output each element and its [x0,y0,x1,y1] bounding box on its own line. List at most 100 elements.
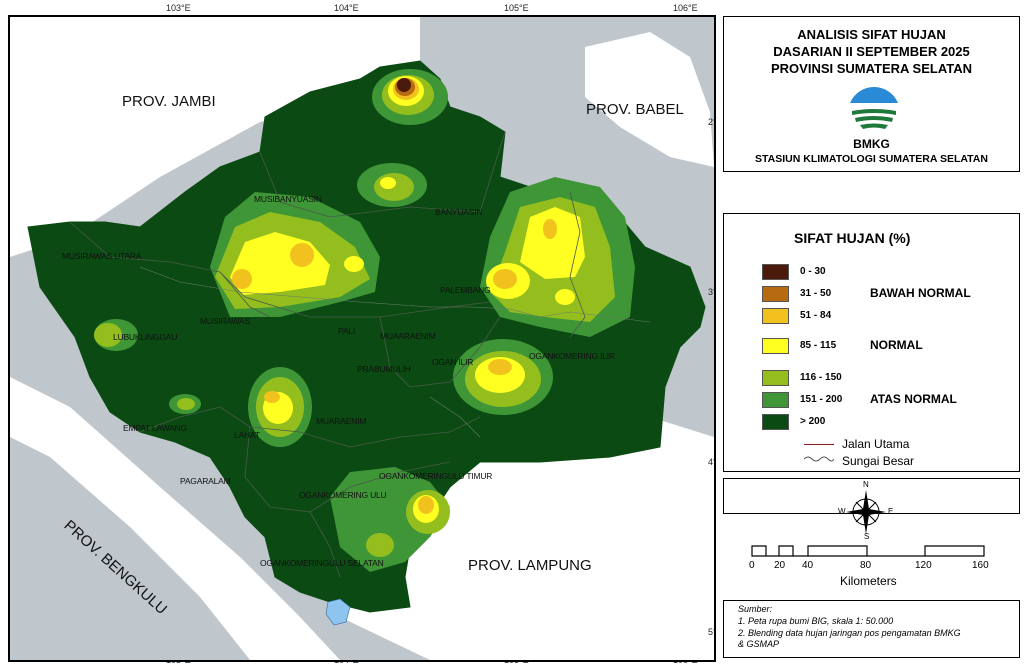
compass-s: S [864,532,870,541]
river-line-icon [804,456,834,462]
scale-tick: 120 [915,560,932,571]
label-region: OGANKOMERINGULU TIMUR [379,471,493,481]
legend-label: 51 - 84 [800,310,832,321]
label-prov-lampung: PROV. LAMPUNG [468,557,592,574]
label-region: BANYUASIN [435,207,483,217]
map-frame[interactable]: PROV. JAMBI PROV. BABEL PROV. BENGKULU P… [8,15,716,662]
label-region: OGAN ILIR [432,357,474,367]
scale-tick: 160 [972,560,989,571]
bmkg-logo-icon [848,83,900,135]
legend-label: 31 - 50 [800,288,832,299]
source-line-2: 2. Blending data hujan jaringan pos peng… [738,628,961,638]
zone-51-84 [488,359,512,375]
lon-tick-top: 103°E [166,3,191,13]
zone-51-84 [264,391,280,403]
scale-tick: 40 [802,560,814,571]
road-line-icon [804,444,834,445]
compass-e: E [888,507,894,516]
scale-tick: 80 [860,560,872,571]
label-region: LUBUKLINGGAU [113,332,178,342]
district-boundaries [69,131,586,578]
legend-title: SIFAT HUJAN (%) [794,230,911,246]
zone-51-84 [290,243,314,267]
zone-85-115 [380,177,396,189]
scale-tick: 20 [774,560,786,571]
rivers [139,266,651,438]
lon-tick-top: 106°E [673,3,698,13]
zone-51-84 [543,219,557,239]
legend-swatch-over-200 [762,414,789,430]
label-region: OGANKOMERINGULU SELATAN [260,558,384,568]
lake [325,598,351,626]
title-line-1: ANALISIS SIFAT HUJAN [797,27,946,42]
scale-bar [751,545,985,557]
compass-n: N [863,480,869,489]
legend-group-normal: NORMAL [870,338,923,352]
legend-group-above-normal: ATAS NORMAL [870,392,957,406]
label-region: OGANKOMERING ILIR [529,351,615,361]
lat-tick: 5°S [708,627,714,637]
label-region: MUSIBANYUASIN [254,194,322,204]
label-region: MUSIRAWAS [200,316,250,326]
source-panel: Sumber: 1. Peta rupa bumi BIG, skala 1: … [723,600,1020,658]
label-region: PRABUMULIH [357,364,411,374]
zone-116-150 [94,323,122,347]
zone-51-84 [493,269,517,289]
land-babel [585,32,714,167]
label-region: MUAARAENIM [380,331,436,341]
legend-label: > 200 [800,416,826,427]
title-panel: ANALISIS SIFAT HUJAN DASARIAN II SEPTEMB… [723,16,1020,172]
zone-116-150 [177,398,195,410]
legend-swatch-31-50 [762,286,789,302]
label-region: MUSIRAWAS UTARA [62,251,142,261]
source-line-1: 1. Peta rupa bumi BIG, skala 1: 50.000 [738,616,894,626]
legend-label: 116 - 150 [800,372,842,383]
zone-116-150 [374,173,414,201]
label-region: PALI [338,326,355,336]
station-name: STASIUN KLIMATOLOGI SUMATERA SELATAN [755,153,988,165]
legend-swatch-0-30 [762,264,789,280]
label-region: PAGARALAM [180,476,231,486]
legend-swatch-85-115 [762,338,789,354]
zone-85-115 [555,289,575,305]
lon-tick-top: 105°E [504,3,529,13]
legend-label: 85 - 115 [800,340,837,351]
legend-swatch-116-150 [762,370,789,386]
title-line-2: DASARIAN II SEPTEMBER 2025 [773,44,970,59]
compass-w: W [838,507,846,516]
label-region: PALEMBANG [440,285,491,295]
zone-85-115 [520,207,585,279]
legend-swatch-51-84 [762,308,789,324]
land-west [10,17,420,257]
lat-tick: 3°S [708,287,714,297]
rainfall-map [10,17,714,660]
label-region: EMPAT LAWANG [123,423,188,433]
agency-name: BMKG [853,137,890,151]
label-region: OGANKOMERING ULU [299,490,387,500]
legend-label: 0 - 30 [800,266,826,277]
sea-southwest [10,437,250,660]
compass-rose-icon [846,490,886,534]
legend-swatch-151-200 [762,392,789,408]
scale-tick: 0 [749,560,755,571]
scale-unit: Kilometers [840,574,897,588]
legend-river-label: Sungai Besar [842,454,915,468]
source-line-3: & GSMAP [738,639,780,649]
label-region: MUARAENIM [316,416,367,426]
lat-tick: 4°S [708,457,714,467]
zone-51-84 [232,269,252,289]
title-line-3: PROVINSI SUMATERA SELATAN [770,61,973,76]
lat-tick: 2°S [708,117,714,127]
label-prov-jambi: PROV. JAMBI [122,93,216,110]
zone-0-30 [397,78,411,92]
label-prov-babel: PROV. BABEL [586,101,684,118]
zone-85-115 [344,256,364,272]
zone-51-84 [418,496,434,514]
lon-tick-top: 104°E [334,3,359,13]
zone-116-150 [366,533,394,557]
label-region: LAHAT [234,430,260,440]
source-heading: Sumber: [738,604,773,614]
legend-panel: SIFAT HUJAN (%) 0 - 30 31 - 50 51 - 84 8… [723,213,1020,472]
legend-group-below-normal: BAWAH NORMAL [870,286,971,300]
legend-label: 151 - 200 [800,394,843,405]
